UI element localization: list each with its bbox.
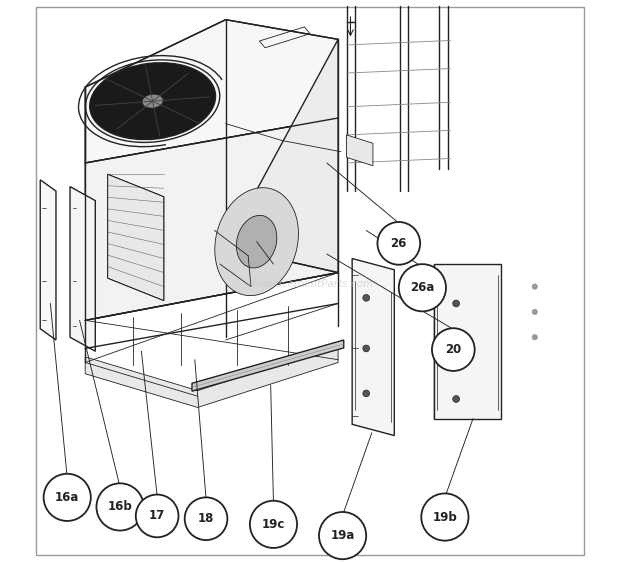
Polygon shape bbox=[433, 264, 501, 419]
Text: 16b: 16b bbox=[108, 500, 133, 514]
Circle shape bbox=[432, 328, 475, 371]
Circle shape bbox=[453, 396, 459, 402]
Circle shape bbox=[43, 474, 91, 521]
Circle shape bbox=[399, 264, 446, 311]
Circle shape bbox=[97, 483, 144, 531]
Polygon shape bbox=[108, 174, 164, 301]
Circle shape bbox=[532, 309, 538, 315]
Text: 16a: 16a bbox=[55, 491, 79, 504]
Ellipse shape bbox=[142, 94, 163, 108]
Polygon shape bbox=[40, 180, 56, 340]
Polygon shape bbox=[226, 39, 338, 273]
Polygon shape bbox=[85, 346, 338, 407]
Circle shape bbox=[532, 334, 538, 340]
Text: eReplacementParts.com: eReplacementParts.com bbox=[246, 279, 374, 289]
Circle shape bbox=[532, 284, 538, 289]
Text: 26: 26 bbox=[391, 237, 407, 250]
Text: 17: 17 bbox=[149, 509, 166, 523]
Circle shape bbox=[185, 497, 228, 540]
Circle shape bbox=[363, 390, 370, 397]
Polygon shape bbox=[347, 135, 373, 166]
Circle shape bbox=[319, 512, 366, 559]
Polygon shape bbox=[85, 118, 338, 320]
Text: 26a: 26a bbox=[410, 281, 435, 294]
Text: 20: 20 bbox=[445, 343, 461, 356]
Circle shape bbox=[363, 345, 370, 352]
Circle shape bbox=[250, 501, 297, 548]
Polygon shape bbox=[192, 340, 343, 391]
Circle shape bbox=[136, 495, 179, 537]
Circle shape bbox=[453, 351, 459, 357]
Text: 19b: 19b bbox=[433, 510, 458, 524]
Ellipse shape bbox=[90, 63, 216, 139]
Polygon shape bbox=[85, 20, 338, 163]
Polygon shape bbox=[352, 259, 394, 436]
Text: 19a: 19a bbox=[330, 529, 355, 542]
Text: 18: 18 bbox=[198, 512, 215, 525]
Circle shape bbox=[421, 493, 469, 541]
Circle shape bbox=[453, 300, 459, 307]
Text: 19c: 19c bbox=[262, 518, 285, 531]
Ellipse shape bbox=[215, 188, 298, 296]
Circle shape bbox=[378, 222, 420, 265]
Circle shape bbox=[363, 294, 370, 301]
Ellipse shape bbox=[236, 215, 277, 268]
Polygon shape bbox=[70, 187, 95, 351]
